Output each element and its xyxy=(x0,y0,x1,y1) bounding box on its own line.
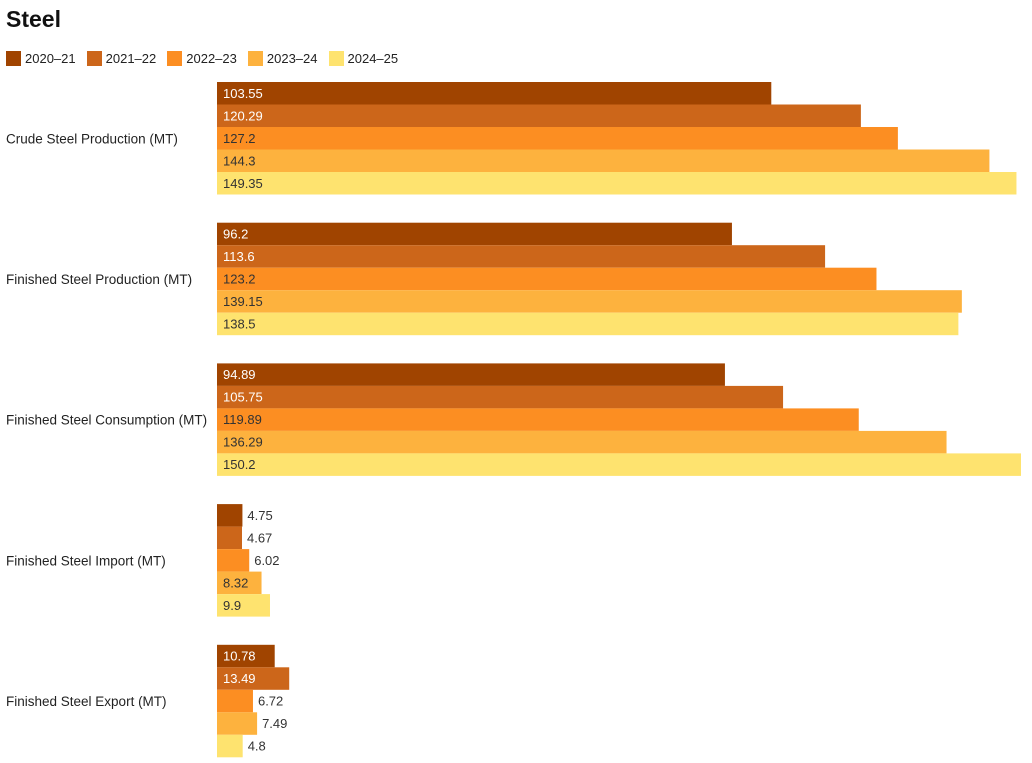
bar-value-label: 6.72 xyxy=(258,694,283,709)
bar[interactable] xyxy=(217,149,990,173)
legend-label: 2023–24 xyxy=(266,51,318,66)
bar[interactable] xyxy=(217,644,275,668)
bar-value-label: 136.29 xyxy=(223,435,263,450)
bar[interactable] xyxy=(217,526,242,550)
bar[interactable] xyxy=(217,172,1017,195)
bar[interactable] xyxy=(217,267,877,291)
legend-swatch xyxy=(247,51,263,66)
legend-item[interactable]: 2024–25 xyxy=(328,51,399,66)
legend-item[interactable]: 2020–21 xyxy=(6,51,76,66)
bar-value-label: 4.75 xyxy=(247,508,272,523)
bar[interactable] xyxy=(217,127,898,150)
bar-value-label: 6.02 xyxy=(254,553,279,568)
bar-value-label: 4.67 xyxy=(247,530,272,545)
bar[interactable] xyxy=(217,689,253,713)
legend-swatch xyxy=(86,51,102,66)
bar-value-label: 96.2 xyxy=(223,226,248,241)
bar[interactable] xyxy=(217,504,243,527)
bar[interactable] xyxy=(217,222,732,246)
bar[interactable] xyxy=(217,594,270,617)
bar[interactable] xyxy=(217,312,959,336)
bar-value-label: 144.3 xyxy=(223,153,256,168)
bar-value-label: 127.2 xyxy=(223,131,256,146)
bar[interactable] xyxy=(217,408,859,431)
bar-value-label: 123.2 xyxy=(223,271,256,286)
bar[interactable] xyxy=(217,385,784,409)
bar[interactable] xyxy=(217,712,258,735)
category-label: Finished Steel Consumption (MT) xyxy=(6,413,207,428)
bar-value-label: 4.8 xyxy=(248,739,266,754)
legend-label: 2020–21 xyxy=(25,51,76,66)
legend-swatch xyxy=(328,51,344,66)
bar[interactable] xyxy=(217,667,290,690)
category-label: Finished Steel Production (MT) xyxy=(6,272,192,287)
legend: 2020–21 2021–22 2022–23 2023–24 2024–25 xyxy=(6,51,409,66)
bar[interactable] xyxy=(217,549,250,572)
category-label: Crude Steel Production (MT) xyxy=(6,131,178,146)
bar[interactable] xyxy=(217,290,962,313)
legend-swatch xyxy=(6,51,21,66)
bar[interactable] xyxy=(217,245,826,268)
bar[interactable] xyxy=(217,82,772,105)
legend-item[interactable]: 2021–22 xyxy=(86,51,157,66)
legend-label: 2021–22 xyxy=(105,51,157,66)
bar[interactable] xyxy=(217,430,947,454)
legend-label: 2024–25 xyxy=(347,51,399,66)
bar-value-label: 7.49 xyxy=(262,716,287,731)
bar-value-label: 10.78 xyxy=(223,649,256,664)
bar-value-label: 103.55 xyxy=(223,86,263,101)
bar-value-label: 8.32 xyxy=(223,575,248,590)
bar-value-label: 119.89 xyxy=(223,412,262,427)
bar[interactable] xyxy=(217,104,861,128)
bar-value-label: 105.75 xyxy=(223,390,263,405)
legend-swatch xyxy=(167,51,183,66)
bar-value-label: 120.29 xyxy=(223,108,263,123)
bar-value-label: 139.15 xyxy=(223,294,263,309)
bar[interactable] xyxy=(217,734,243,758)
chart-title: Steel xyxy=(6,6,61,32)
bar-value-label: 94.89 xyxy=(223,367,256,382)
bar-value-label: 13.49 xyxy=(223,671,256,686)
bar-value-label: 113.6 xyxy=(223,249,255,264)
bar[interactable] xyxy=(217,571,262,595)
bar[interactable] xyxy=(217,453,1021,476)
bar-value-label: 150.2 xyxy=(223,457,256,472)
legend-item[interactable]: 2022–23 xyxy=(167,51,237,66)
legend-label: 2022–23 xyxy=(186,51,237,66)
category-label: Finished Steel Import (MT) xyxy=(6,553,166,568)
bar-value-label: 149.35 xyxy=(223,176,263,191)
bar-value-label: 138.5 xyxy=(223,316,256,331)
category-label: Finished Steel Export (MT) xyxy=(6,694,167,709)
legend-item[interactable]: 2023–24 xyxy=(247,51,318,66)
bar[interactable] xyxy=(217,363,725,386)
bar-value-label: 9.9 xyxy=(223,598,241,613)
